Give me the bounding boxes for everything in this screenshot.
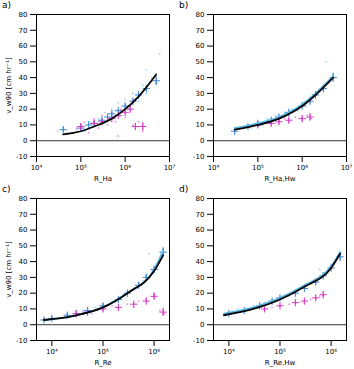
svg-text:30: 30	[19, 274, 28, 282]
svg-text:-10: -10	[16, 337, 27, 345]
svg-text:40: 40	[19, 258, 28, 266]
svg-text:40: 40	[196, 74, 205, 82]
svg-text:0: 0	[200, 321, 204, 329]
svg-text:50: 50	[196, 242, 205, 250]
svg-text:70: 70	[19, 27, 28, 35]
svg-text:10⁶: 10⁶	[119, 164, 131, 172]
html-text:c): c)	[2, 184, 11, 194]
svg-text:70: 70	[196, 27, 205, 35]
svg-text:70: 70	[19, 211, 28, 219]
html-text:a): a)	[2, 0, 11, 10]
svg-text:10⁶: 10⁶	[148, 348, 160, 356]
svg-text:20: 20	[196, 105, 205, 113]
svg-text:0: 0	[23, 137, 27, 145]
html-text:d): d)	[179, 184, 189, 194]
svg-text:-10: -10	[193, 153, 204, 161]
svg-text:80: 80	[19, 195, 28, 203]
svg-text:v_w90 [cm hr⁻¹]: v_w90 [cm hr⁻¹]	[5, 57, 13, 114]
svg-text:-10: -10	[193, 337, 204, 345]
svg-text:60: 60	[196, 226, 205, 234]
html-text:b): b)	[179, 0, 189, 10]
svg-text:10: 10	[196, 121, 205, 129]
svg-text:60: 60	[19, 226, 28, 234]
svg-text:20: 20	[19, 289, 28, 297]
svg-text:10⁴: 10⁴	[31, 164, 43, 172]
svg-text:30: 30	[196, 90, 205, 98]
svg-text:R_Ha: R_Ha	[94, 175, 112, 183]
svg-text:50: 50	[19, 242, 28, 250]
svg-text:30: 30	[196, 274, 205, 282]
svg-text:10⁴: 10⁴	[46, 348, 58, 356]
svg-text:10: 10	[19, 305, 28, 313]
svg-text:10⁷: 10⁷	[341, 164, 353, 172]
svg-text:10: 10	[19, 121, 28, 129]
svg-text:10⁴: 10⁴	[223, 348, 235, 356]
svg-text:10⁵: 10⁵	[97, 348, 109, 356]
svg-text:10⁵: 10⁵	[274, 348, 286, 356]
svg-text:R_Re,Hw: R_Re,Hw	[265, 359, 296, 367]
svg-text:R_Ha,Hw: R_Ha,Hw	[264, 175, 295, 183]
svg-text:R_Re: R_Re	[94, 359, 111, 367]
svg-text:v_w90 [cm hr⁻¹]: v_w90 [cm hr⁻¹]	[5, 241, 13, 298]
svg-text:10⁵: 10⁵	[75, 164, 87, 172]
svg-text:40: 40	[196, 258, 205, 266]
svg-text:70: 70	[196, 211, 205, 219]
svg-text:0: 0	[200, 137, 204, 145]
svg-text:80: 80	[196, 195, 205, 203]
svg-text:20: 20	[196, 289, 205, 297]
svg-text:10: 10	[196, 305, 205, 313]
svg-text:40: 40	[19, 74, 28, 82]
svg-text:60: 60	[196, 42, 205, 50]
svg-text:10⁶: 10⁶	[325, 348, 337, 356]
svg-text:10⁷: 10⁷	[164, 164, 176, 172]
svg-text:20: 20	[19, 105, 28, 113]
svg-text:10⁵: 10⁵	[252, 164, 264, 172]
svg-text:60: 60	[19, 42, 28, 50]
svg-text:50: 50	[196, 58, 205, 66]
svg-text:-10: -10	[16, 153, 27, 161]
svg-text:80: 80	[196, 11, 205, 19]
svg-text:10⁴: 10⁴	[208, 164, 220, 172]
svg-text:50: 50	[19, 58, 28, 66]
svg-text:0: 0	[23, 321, 27, 329]
svg-text:80: 80	[19, 11, 28, 19]
svg-text:30: 30	[19, 90, 28, 98]
svg-text:10⁶: 10⁶	[296, 164, 308, 172]
